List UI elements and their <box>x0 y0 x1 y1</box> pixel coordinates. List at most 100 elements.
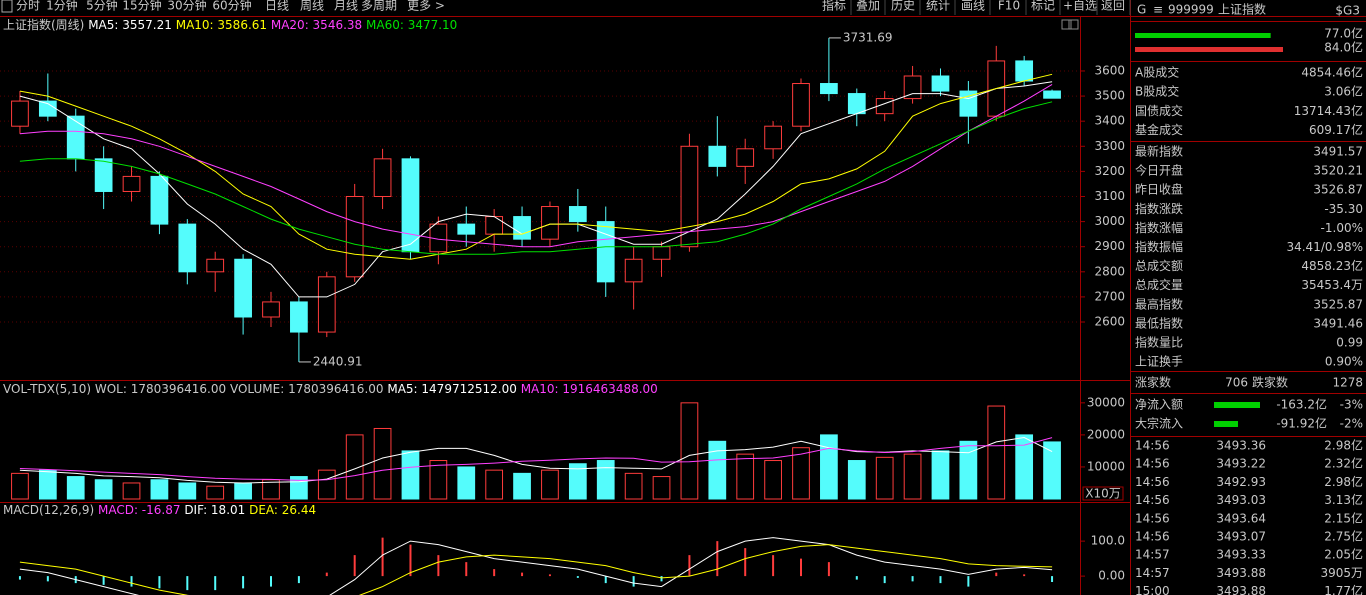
toolbar-tab[interactable]: 15分钟 <box>122 0 161 13</box>
indicator-line <box>19 73 1053 260</box>
volume-bar <box>1043 441 1061 500</box>
tick-volume: 2.75亿 <box>1324 529 1363 544</box>
unit-label: X10万 <box>1085 487 1121 501</box>
volume-bar <box>792 447 810 500</box>
tick-price: 3493.64 <box>1216 511 1266 525</box>
volume-bar <box>736 453 755 500</box>
tick-time: 14:57 <box>1135 548 1170 562</box>
toolbar-button[interactable]: 叠加 <box>856 0 880 13</box>
inflow-label: 净流入额 <box>1135 398 1183 412</box>
row-value: 3491.57 <box>1313 145 1363 159</box>
tick-price: 3493.22 <box>1216 457 1266 471</box>
candle-body <box>568 206 587 223</box>
toolbar-button[interactable]: 标记 <box>1031 0 1055 13</box>
toolbar-button[interactable]: F10 <box>998 0 1020 13</box>
candle-body <box>708 145 727 167</box>
header-value: MACD: -16.87 <box>98 503 181 517</box>
toolbar-tab[interactable]: 1分钟 <box>46 0 78 13</box>
toolbar-button[interactable]: 统计 <box>926 0 950 13</box>
volume-bar <box>178 482 197 500</box>
inflow-bar <box>1214 421 1238 427</box>
inflow-bar <box>1214 402 1260 408</box>
stock-code: 999999 <box>1168 3 1214 17</box>
row-value: -35.30 <box>1324 202 1363 216</box>
candle-body <box>736 148 755 167</box>
volume-bar <box>373 427 392 500</box>
legend-entry: MA20: 3546.38 <box>271 18 362 32</box>
candle-body <box>931 75 950 92</box>
pane-button[interactable] <box>1068 19 1079 30</box>
legend-entry: MA5: 3557.21 <box>88 18 172 32</box>
tick-volume: 1.77亿 <box>1324 583 1363 595</box>
tick-price: 3493.03 <box>1216 493 1266 507</box>
row-value: 0.90% <box>1325 355 1363 369</box>
volume-bar <box>847 460 866 500</box>
candle-body <box>11 100 29 127</box>
row-value: 4858.23亿 <box>1301 258 1363 273</box>
candle-body <box>541 206 559 240</box>
flow-label: 84.0亿 <box>1324 40 1363 55</box>
y-tick-label: 0.00 <box>1098 569 1125 583</box>
y-tick-label: 3300 <box>1094 139 1125 153</box>
row-value: 3.06亿 <box>1324 84 1363 99</box>
legend-entry: MA10: 1916463488.00 <box>521 382 658 396</box>
flow-bar <box>1135 47 1283 52</box>
tick-time: 14:56 <box>1135 439 1170 453</box>
row-label: 指数量比 <box>1135 335 1183 350</box>
inflow-label: 大宗流入 <box>1135 416 1183 431</box>
toolbar-button[interactable]: +自选 <box>1063 0 1097 13</box>
toolbar-icon[interactable] <box>1 0 13 13</box>
y-tick-label: 3100 <box>1094 189 1125 203</box>
row-label: 总成交额 <box>1135 258 1183 273</box>
breadth-up: 706 <box>1225 376 1248 390</box>
pane-button[interactable] <box>1061 19 1072 30</box>
indicator-line <box>19 101 1053 255</box>
candle-body <box>94 158 113 192</box>
volume-bar <box>903 453 922 500</box>
volume-bar <box>568 463 587 500</box>
volume-bar <box>652 476 671 500</box>
toolbar-tab[interactable]: 分时 <box>16 0 40 13</box>
candle-body <box>206 258 225 273</box>
row-value: 3525.87 <box>1313 297 1363 311</box>
toolbar-tab[interactable]: 月线 <box>334 0 358 13</box>
candle-body <box>1043 90 1061 99</box>
tick-time: 14:56 <box>1135 475 1170 489</box>
panel-menu[interactable]: ≡ <box>1153 3 1163 17</box>
row-label: B股成交 <box>1135 84 1179 99</box>
chart-pane <box>0 37 1080 362</box>
row-label: 昨日收盘 <box>1135 182 1183 197</box>
toolbar-tab[interactable]: 30分钟 <box>167 0 206 13</box>
toolbar-tab[interactable]: 5分钟 <box>86 0 118 13</box>
y-tick-label: 30000 <box>1087 395 1125 409</box>
toolbar-tab[interactable]: 多周期 <box>361 0 397 13</box>
volume-bar <box>150 479 169 500</box>
toolbar-tab[interactable]: 更多 > <box>407 0 445 13</box>
toolbar-button[interactable]: 返回 <box>1101 0 1125 13</box>
panel-mark: G <box>1137 3 1146 17</box>
row-value: 3520.21 <box>1313 164 1363 178</box>
indicator-line <box>19 437 1053 481</box>
toolbar-button[interactable]: 指标 <box>822 0 846 13</box>
y-tick-label: 2700 <box>1094 289 1125 303</box>
toolbar-button[interactable]: 历史 <box>891 0 915 13</box>
volume-bar <box>234 482 252 500</box>
flow-bar <box>1135 33 1271 38</box>
tick-price: 3493.36 <box>1216 439 1266 453</box>
tick-volume: 2.98亿 <box>1324 438 1363 453</box>
candle-body <box>345 195 364 278</box>
toolbar-button[interactable]: 画线 <box>961 0 985 13</box>
row-label: 指数涨幅 <box>1135 220 1183 235</box>
candle-body <box>457 223 476 235</box>
toolbar-tab[interactable]: 日线 <box>265 0 289 13</box>
y-tick-label: 2600 <box>1094 315 1125 329</box>
tick-price: 3493.33 <box>1216 548 1266 562</box>
toolbar-tab[interactable]: 60分钟 <box>212 0 251 13</box>
tick-time: 14:56 <box>1135 511 1170 525</box>
header-value: VOLUME: 1780396416.00 <box>230 382 384 396</box>
tick-volume: 2.32亿 <box>1324 456 1363 471</box>
volume-bar <box>345 434 364 500</box>
candle-body <box>122 175 141 192</box>
toolbar-tab[interactable]: 周线 <box>300 0 324 13</box>
